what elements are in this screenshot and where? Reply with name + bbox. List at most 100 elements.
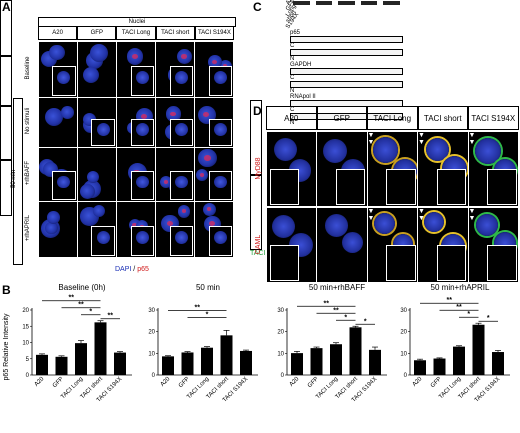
- nucleus-blob: [49, 44, 65, 61]
- arrowhead-marker: ▼: [468, 138, 476, 146]
- nucleus-blob: [177, 204, 191, 218]
- panel-a-50min-bracket: [13, 98, 23, 265]
- nucleus-blob: [61, 105, 74, 119]
- x-tick-label: GFP: [307, 376, 320, 389]
- arrowhead-marker: ▼: [418, 207, 425, 215]
- panel-d-col-header: TACI Long: [367, 106, 418, 130]
- panel-a-row-frame: [0, 106, 12, 160]
- nucleus-blob: [175, 123, 188, 137]
- p65-signal: [141, 113, 148, 119]
- zoom-inset: [169, 170, 194, 200]
- zoom-inset: [335, 168, 366, 205]
- p65-signal: [132, 223, 137, 227]
- fraction-label: C: [290, 43, 295, 49]
- zoom-inset: [130, 65, 155, 96]
- x-tick-label: A20: [160, 376, 172, 388]
- panel-d-col-header: TACI S194X: [468, 106, 519, 130]
- panel-d-row-label: MyD88: [254, 156, 262, 180]
- x-tick-label: A20: [34, 376, 46, 388]
- significance-stars: *: [364, 318, 367, 325]
- nucleus-blob: [47, 211, 60, 224]
- micrograph-cell: [116, 147, 156, 201]
- panel-d-row-label: CAML: [254, 234, 262, 254]
- y-tick-label: 10: [277, 351, 284, 357]
- nucleus-blob: [165, 106, 182, 122]
- cell-blob: [322, 139, 347, 164]
- bar: [330, 344, 342, 375]
- zoom-inset: [208, 170, 233, 200]
- fraction-label: C: [290, 75, 295, 81]
- blot-band: [360, 1, 377, 5]
- x-tick-label: A20: [412, 376, 424, 388]
- nucleus-blob: [214, 175, 228, 189]
- p65-signal: [181, 209, 186, 214]
- zoom-inset: [487, 244, 517, 281]
- fraction-label: N: [290, 56, 295, 62]
- y-tick-label: 0: [404, 373, 408, 379]
- zoom-inset: [130, 118, 155, 146]
- p65-signal: [163, 179, 168, 184]
- cell-blob: [341, 232, 363, 254]
- arrowhead-marker: ▼: [418, 214, 425, 222]
- nucleus-blob: [79, 183, 96, 200]
- p65-signal: [209, 221, 216, 227]
- nucleus-blob: [126, 48, 144, 65]
- p65-signal: [212, 59, 218, 64]
- bar: [94, 322, 107, 375]
- arrowhead-marker: ▼: [418, 131, 425, 139]
- panel-c-label: C: [253, 0, 262, 14]
- panel-a-row-label: No stimuli: [25, 107, 31, 135]
- zoom-inset: [208, 118, 233, 146]
- p65-signal: [181, 54, 187, 59]
- micrograph-cell: [38, 201, 77, 257]
- cell-blob: [373, 212, 395, 234]
- panel-a-row-frame: [0, 160, 12, 216]
- legend-p65: p65: [137, 266, 149, 273]
- nucleus-blob: [57, 175, 71, 189]
- zoom-inset: [91, 225, 115, 256]
- nucleus-blob: [86, 170, 99, 183]
- fraction-label: N: [290, 88, 295, 94]
- panel-d-col-header: A20: [266, 106, 317, 130]
- legend-taci: TACI: [250, 250, 266, 257]
- nucleus-blob: [214, 123, 228, 137]
- significance-stars: **: [333, 307, 339, 314]
- panel-c-western-blot: A20GFPLongshortS194Xp65CNGAPDHCNRNApol I…: [285, 0, 520, 126]
- bar: [369, 349, 381, 375]
- p65-signal: [170, 111, 176, 117]
- cell-blob: [324, 214, 348, 237]
- chart-title: Baseline (0h): [58, 283, 105, 292]
- y-tick-label: 20: [400, 330, 407, 336]
- panel-a-col-header: TACI short: [155, 26, 195, 40]
- micrograph-cell: ▼ ▼: [468, 207, 518, 282]
- micrograph-cell: [195, 97, 234, 147]
- bar: [349, 327, 362, 375]
- zoom-inset: [52, 65, 76, 96]
- bar: [472, 324, 485, 375]
- panel-a-col-header: TACI S194X: [194, 26, 234, 40]
- panel-a-group-label: 50 min: [11, 170, 17, 189]
- blot-label: p65: [290, 30, 301, 36]
- bar: [433, 358, 446, 375]
- micrograph-cell: [317, 207, 367, 282]
- nucleus-blob: [202, 202, 216, 217]
- micrograph-cell: [156, 147, 195, 201]
- blot-band: [338, 1, 355, 5]
- significance-stars: **: [195, 304, 201, 311]
- y-tick-label: 15: [22, 324, 29, 330]
- cell-blob: [423, 212, 444, 233]
- zoom-inset: [130, 225, 155, 256]
- p65-signal: [166, 220, 173, 226]
- nucleus-blob: [135, 70, 149, 84]
- significance-stars: *: [89, 309, 92, 316]
- y-tick-label: 20: [148, 330, 155, 336]
- zoom-inset: [169, 118, 194, 146]
- blot-band: [383, 1, 400, 5]
- bar: [36, 354, 48, 375]
- bar: [414, 360, 426, 375]
- y-tick-label: 30: [400, 308, 407, 314]
- arrowhead-marker: ▼: [367, 131, 375, 139]
- zoom-inset: [386, 168, 416, 205]
